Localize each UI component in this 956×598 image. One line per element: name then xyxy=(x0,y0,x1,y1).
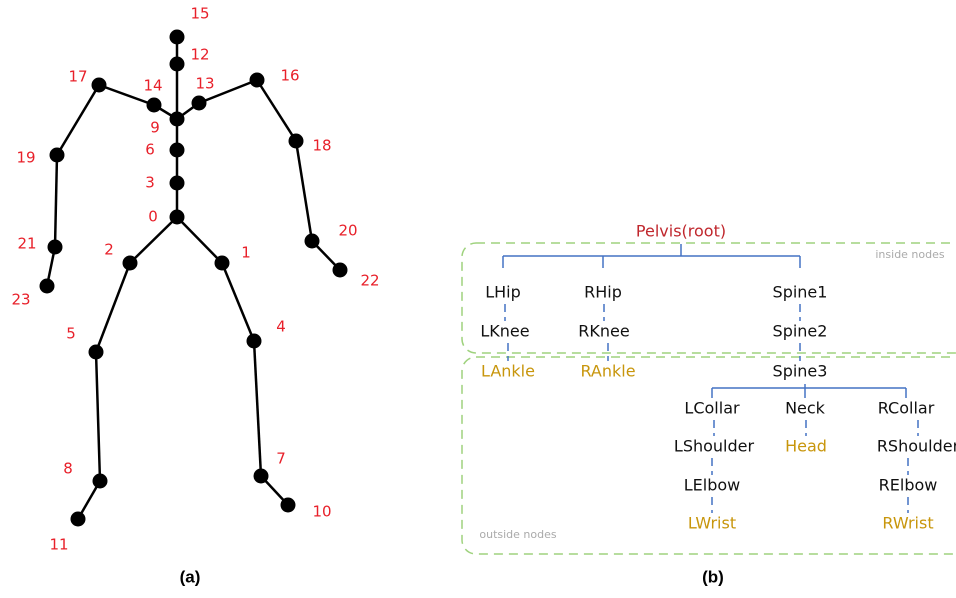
caption: (b) xyxy=(702,567,724,586)
joint xyxy=(48,240,63,255)
tree-node: RHip xyxy=(584,283,622,302)
bone xyxy=(55,155,57,247)
joint xyxy=(40,279,55,294)
tree-node: LKnee xyxy=(480,322,529,341)
joint xyxy=(250,73,265,88)
tree-connectors xyxy=(503,244,906,398)
joint xyxy=(305,234,320,249)
tree-node: LWrist xyxy=(688,514,736,533)
joint xyxy=(254,469,269,484)
caption: (a) xyxy=(180,567,201,586)
joint-label: 21 xyxy=(17,235,36,253)
joint xyxy=(147,98,162,113)
joint-label: 4 xyxy=(276,318,286,336)
tree-node: RKnee xyxy=(578,322,629,341)
bone xyxy=(222,263,254,341)
joint xyxy=(123,256,138,271)
joint xyxy=(93,474,108,489)
joint xyxy=(289,134,304,149)
joint-label: 10 xyxy=(312,503,331,521)
joint-label: 7 xyxy=(276,450,286,468)
joint-label: 9 xyxy=(150,119,160,137)
tree-node: LHip xyxy=(485,283,521,302)
tree-node: RWrist xyxy=(882,514,933,533)
tree-node: LAnkle xyxy=(481,362,535,381)
joint-label: 20 xyxy=(338,222,357,240)
joint xyxy=(92,78,107,93)
tree-node: Pelvis(root) xyxy=(636,222,726,241)
joint xyxy=(170,30,185,45)
tree-node: RElbow xyxy=(879,476,938,495)
joint-label: 11 xyxy=(49,536,68,554)
joint-label: 15 xyxy=(190,5,209,23)
tree-node: Head xyxy=(785,437,827,456)
joint-label: 18 xyxy=(312,137,331,155)
tree-node: RCollar xyxy=(878,399,935,418)
region-label: outside nodes xyxy=(479,528,557,541)
joint-label: 3 xyxy=(145,174,155,192)
joint-label: 2 xyxy=(104,241,114,259)
figure: inside nodes outside nodes (a) (b) 01234… xyxy=(0,0,956,598)
joint xyxy=(50,148,65,163)
joint xyxy=(170,176,185,191)
bone xyxy=(57,85,99,155)
joint-label: 1 xyxy=(241,244,251,262)
joint xyxy=(215,256,230,271)
tree-node: RAnkle xyxy=(580,362,635,381)
tree-node: RShoulder xyxy=(877,437,956,456)
tree-node: LCollar xyxy=(684,399,740,418)
joint-label: 19 xyxy=(16,149,35,167)
joint-label: 6 xyxy=(145,141,155,159)
joint-label: 12 xyxy=(190,46,209,64)
joint xyxy=(170,112,185,127)
bone xyxy=(257,80,296,141)
joint-label: 13 xyxy=(195,75,214,93)
tree-node: LShoulder xyxy=(674,437,755,456)
joint xyxy=(333,263,348,278)
tree-node: Neck xyxy=(785,399,826,418)
region-label: inside nodes xyxy=(875,248,945,261)
bone xyxy=(296,141,312,241)
joint xyxy=(170,210,185,225)
bone xyxy=(254,341,261,476)
bone xyxy=(177,217,222,263)
joint xyxy=(170,57,185,72)
joint-label: 0 xyxy=(148,208,158,226)
tree-node: Spine1 xyxy=(773,283,828,302)
joint xyxy=(89,345,104,360)
joint xyxy=(247,334,262,349)
bone xyxy=(96,263,130,352)
joint-label: 8 xyxy=(63,460,73,478)
joint xyxy=(281,498,296,513)
joint-label: 23 xyxy=(11,291,30,309)
tree-node: Spine2 xyxy=(773,322,828,341)
joint-label: 16 xyxy=(280,67,299,85)
joint-label: 14 xyxy=(143,77,162,95)
joint-label: 17 xyxy=(68,68,87,86)
tree-node: LElbow xyxy=(684,476,741,495)
joint xyxy=(192,96,207,111)
joint-label: 22 xyxy=(360,272,379,290)
joint xyxy=(170,143,185,158)
joint xyxy=(71,512,86,527)
tree-node: Spine3 xyxy=(773,362,828,381)
bone xyxy=(96,352,100,481)
joint-label: 5 xyxy=(66,325,76,343)
